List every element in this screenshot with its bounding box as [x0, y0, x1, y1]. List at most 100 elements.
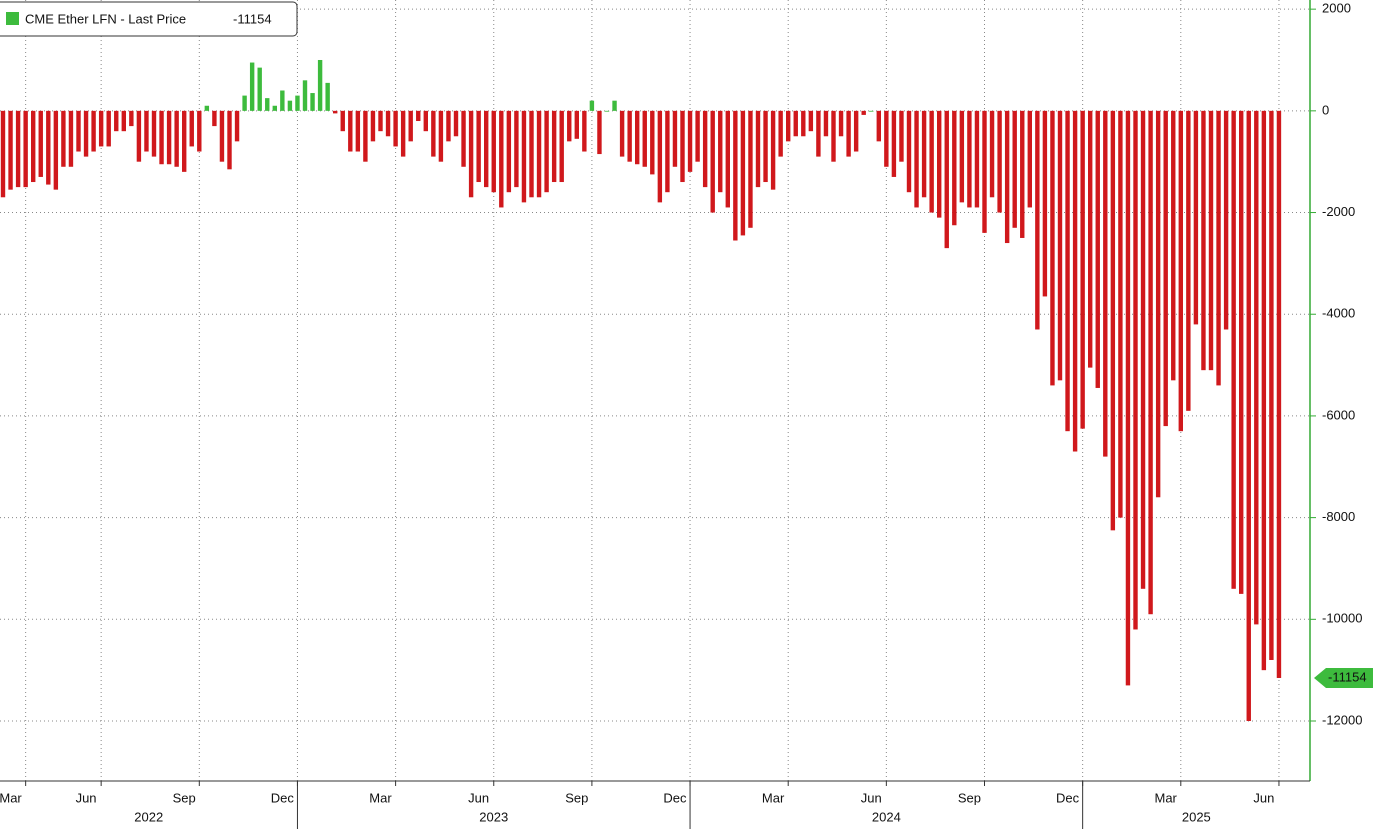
bar	[989, 110, 995, 198]
bar	[53, 110, 59, 190]
bar	[340, 110, 345, 132]
bar	[31, 110, 36, 183]
x-tick-label: Jun	[861, 790, 882, 805]
bar	[748, 110, 753, 228]
legend-label: CME Ether LFN - Last Price	[25, 11, 186, 26]
bar	[1186, 110, 1191, 411]
bar	[174, 110, 179, 167]
bar	[38, 110, 43, 177]
bar	[1208, 110, 1214, 371]
bar	[906, 110, 912, 193]
bar	[400, 110, 406, 157]
bar	[23, 110, 28, 188]
x-tick-label: Dec	[663, 790, 687, 805]
bar	[144, 110, 149, 152]
bar	[1269, 110, 1274, 660]
bar	[687, 110, 693, 172]
x-tick-label: Mar	[762, 790, 785, 805]
bar	[763, 110, 768, 183]
bar	[672, 110, 678, 167]
bar	[1193, 110, 1199, 325]
bar	[521, 110, 527, 203]
year-label: 2025	[1182, 809, 1211, 824]
bar	[778, 110, 783, 157]
bar	[506, 110, 512, 193]
bar	[1110, 110, 1116, 531]
bar	[257, 67, 262, 111]
bar	[642, 110, 647, 167]
bar	[416, 110, 421, 122]
bar	[567, 110, 572, 142]
bar	[1050, 110, 1055, 386]
bar	[114, 110, 119, 132]
bar	[1027, 110, 1032, 208]
bar	[1276, 110, 1282, 678]
bar	[529, 110, 534, 198]
bar	[280, 90, 285, 111]
year-label: 2024	[872, 809, 901, 824]
bar	[831, 110, 836, 162]
bar	[302, 80, 308, 111]
bar	[46, 110, 51, 185]
bar	[363, 110, 368, 162]
bar	[106, 110, 111, 147]
bar	[234, 110, 240, 142]
bar	[1020, 110, 1025, 238]
bar	[499, 110, 504, 208]
bar	[129, 110, 134, 127]
bar	[635, 110, 640, 165]
bar	[61, 110, 66, 167]
bar	[604, 110, 610, 112]
bar	[914, 110, 919, 208]
x-tick-label: Jun	[76, 790, 97, 805]
bar	[740, 110, 746, 236]
x-tick-label: Dec	[1056, 790, 1080, 805]
x-tick-label: Dec	[271, 790, 295, 805]
bar	[770, 110, 776, 190]
year-label: 2023	[479, 809, 508, 824]
bar	[317, 59, 323, 111]
bar	[484, 110, 489, 188]
bar	[1171, 110, 1176, 381]
bar	[718, 110, 723, 193]
y-tick-label: -4000	[1322, 306, 1355, 321]
legend-swatch	[6, 12, 19, 25]
bar	[1088, 110, 1093, 368]
bar	[408, 110, 413, 142]
bar	[1216, 110, 1221, 386]
bar	[559, 110, 564, 183]
bar	[189, 110, 194, 147]
bar	[310, 93, 315, 111]
bar	[786, 110, 791, 142]
bar	[695, 110, 700, 162]
bar	[227, 110, 232, 170]
bar	[612, 100, 617, 111]
bar	[982, 110, 987, 233]
bar	[1072, 110, 1078, 452]
y-tick-label: -8000	[1322, 509, 1355, 524]
bar	[793, 110, 798, 137]
bar	[15, 110, 21, 188]
bar	[378, 110, 383, 132]
bar	[665, 110, 670, 193]
bar	[182, 110, 187, 172]
legend-box	[0, 1, 298, 37]
bar	[151, 110, 157, 157]
last-value-label: -11154	[1328, 669, 1367, 684]
bar	[997, 110, 1002, 213]
bar	[680, 110, 685, 183]
bar	[1125, 110, 1131, 686]
bar	[1140, 110, 1146, 589]
y-tick-label: -12000	[1322, 712, 1362, 727]
bar	[899, 110, 904, 162]
bar	[8, 110, 13, 190]
bar	[1261, 110, 1267, 671]
bar	[876, 110, 881, 142]
bar	[1057, 110, 1063, 381]
bar	[1095, 110, 1100, 388]
x-tick-label: Sep	[173, 790, 196, 805]
legend-value: -11154	[233, 11, 272, 26]
bar	[287, 100, 293, 111]
bar	[710, 110, 715, 213]
